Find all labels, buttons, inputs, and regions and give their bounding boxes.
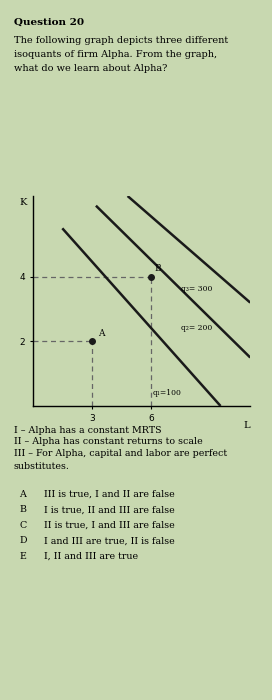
Text: III – For Alpha, capital and labor are perfect: III – For Alpha, capital and labor are p… bbox=[14, 449, 227, 459]
Text: C: C bbox=[19, 521, 26, 530]
Text: L: L bbox=[243, 421, 250, 430]
Text: q₂= 200: q₂= 200 bbox=[181, 324, 212, 332]
Text: II is true, I and III are false: II is true, I and III are false bbox=[44, 521, 174, 530]
Text: I and III are true, II is false: I and III are true, II is false bbox=[44, 536, 174, 545]
Text: Question 20: Question 20 bbox=[14, 18, 84, 27]
Text: I – Alpha has a constant MRTS: I – Alpha has a constant MRTS bbox=[14, 426, 161, 435]
Text: I is true, II and III are false: I is true, II and III are false bbox=[44, 505, 174, 514]
Text: q₁=100: q₁=100 bbox=[152, 389, 181, 397]
Text: what do we learn about Alpha?: what do we learn about Alpha? bbox=[14, 64, 167, 74]
Text: isoquants of firm Alpha. From the graph,: isoquants of firm Alpha. From the graph, bbox=[14, 50, 217, 60]
Text: I, II and III are true: I, II and III are true bbox=[44, 552, 138, 561]
Text: The following graph depicts three different: The following graph depicts three differ… bbox=[14, 36, 228, 46]
Text: B: B bbox=[19, 505, 26, 514]
Text: K: K bbox=[19, 198, 26, 207]
Text: q₃= 300: q₃= 300 bbox=[181, 286, 212, 293]
Text: B: B bbox=[155, 264, 162, 273]
Text: substitutes.: substitutes. bbox=[14, 462, 69, 471]
Text: III is true, I and II are false: III is true, I and II are false bbox=[44, 490, 174, 499]
Text: A: A bbox=[19, 490, 26, 499]
Text: II – Alpha has constant returns to scale: II – Alpha has constant returns to scale bbox=[14, 437, 202, 446]
Text: A: A bbox=[98, 328, 104, 337]
Text: E: E bbox=[19, 552, 26, 561]
Text: D: D bbox=[19, 536, 27, 545]
